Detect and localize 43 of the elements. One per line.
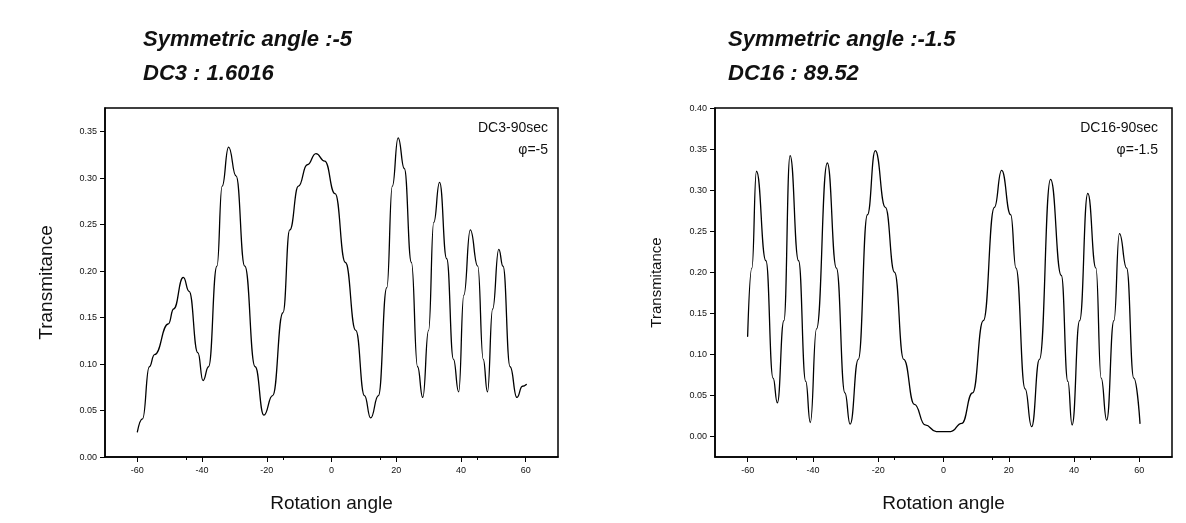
chart-title: Symmetric angle :-5	[143, 25, 353, 51]
x-tick-label: 60	[520, 464, 531, 475]
x-tick-label: -60	[741, 464, 755, 475]
chart-subtitle: DC16 : 89.52	[728, 59, 860, 85]
annotation: DC3-90sec	[477, 119, 548, 135]
x-tick-label: -20	[871, 464, 885, 475]
chart-title: Symmetric angle :-1.5	[728, 25, 957, 51]
x-tick-label: -60	[130, 464, 144, 475]
x-tick-label: -20	[260, 464, 274, 475]
x-tick-label: 0	[328, 464, 335, 475]
y-tick-label: 0.25	[689, 226, 707, 237]
y-tick-label: 0.30	[79, 172, 97, 183]
y-tick-label: 0.10	[689, 349, 707, 360]
y-tick-label: 0.00	[689, 431, 707, 442]
x-tick-label: -40	[806, 464, 820, 475]
y-tick-label: 0.35	[689, 144, 707, 155]
y-tick-label: 0.15	[689, 308, 707, 319]
x-axis-title: Rotation angle	[270, 492, 393, 513]
y-tick-label: 0.20	[79, 265, 97, 276]
y-axis-title: Transmitance	[647, 237, 664, 328]
y-tick-label: 0.40	[689, 103, 707, 113]
y-tick-label: 0.05	[79, 405, 97, 416]
annotation: DC16-90sec	[1080, 119, 1159, 135]
annotation: φ=-1.5	[1116, 141, 1159, 157]
x-tick-label: 20	[391, 464, 402, 475]
x-tick-label: 40	[455, 464, 466, 475]
annotation: φ=-5	[518, 141, 549, 157]
y-tick-label: 0.00	[79, 452, 97, 462]
y-tick-label: 0.20	[689, 267, 707, 278]
y-tick-label: 0.30	[689, 185, 707, 196]
y-tick-label: 0.35	[79, 126, 97, 137]
x-tick-label: 40	[1069, 464, 1080, 475]
y-tick-label: 0.25	[79, 219, 97, 230]
y-tick-label: 0.15	[79, 312, 97, 323]
x-tick-label: 60	[1134, 464, 1145, 475]
chart-subtitle: DC3 : 1.6016	[143, 59, 275, 85]
y-tick-label: 0.10	[79, 358, 97, 369]
x-tick-label: 0	[940, 464, 947, 475]
x-tick-label: 20	[1003, 464, 1014, 475]
x-axis-title: Rotation angle	[882, 492, 1005, 513]
y-axis-title: Transmitance	[35, 225, 56, 340]
y-tick-label: 0.05	[689, 390, 707, 401]
x-tick-label: -40	[195, 464, 209, 475]
